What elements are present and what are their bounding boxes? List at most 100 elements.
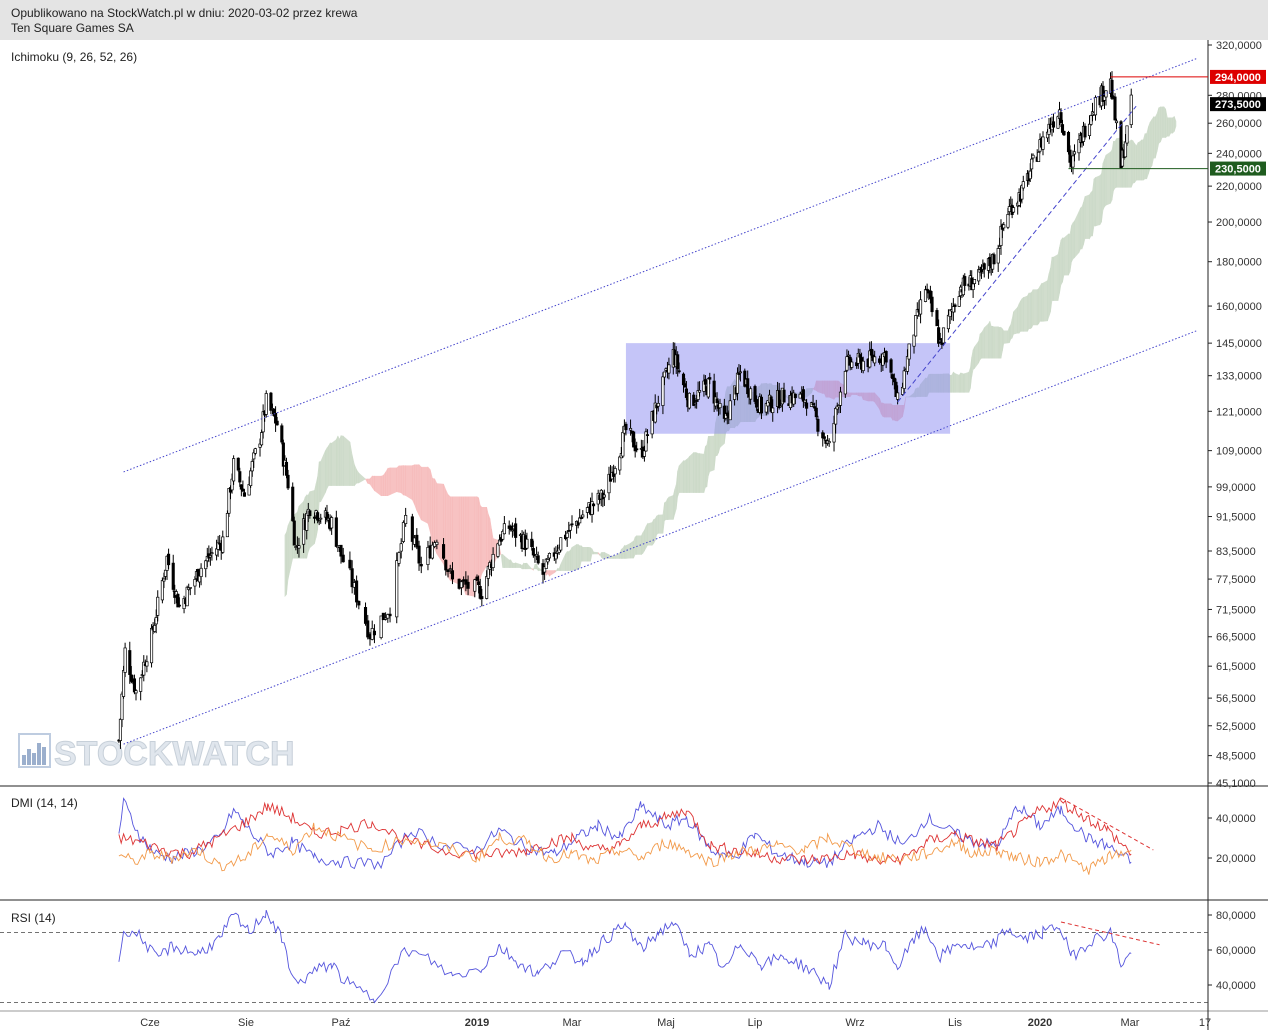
candle-body: [446, 569, 450, 572]
candle-body: [992, 254, 996, 265]
price-tick-label: 320,0000: [1216, 40, 1262, 52]
ichimoku-cloud-segment: [320, 450, 326, 502]
ichimoku-cloud-segment: [515, 562, 521, 568]
price-tick-label: 45,1000: [1216, 778, 1256, 790]
candle-body: [444, 559, 448, 571]
ichimoku-cloud-segment: [993, 326, 999, 359]
candle-body: [1011, 207, 1016, 213]
candle-body: [543, 566, 547, 573]
price-tick-label: 91,5000: [1216, 512, 1256, 524]
candle-body: [134, 690, 138, 694]
candle-body: [204, 560, 208, 570]
price-label-text: 294,0000: [1215, 72, 1261, 84]
candle-body: [684, 388, 688, 398]
candle-body: [951, 306, 955, 313]
watermark-logo-bar: [22, 755, 26, 765]
candle-body: [399, 543, 403, 552]
candle-body: [695, 400, 699, 402]
dmi-series-adx: [118, 822, 1132, 875]
candle-body: [635, 448, 639, 451]
candle-body: [946, 314, 950, 330]
ichimoku-cloud-segment: [1063, 233, 1069, 276]
candle-body: [693, 402, 697, 405]
candle-body: [435, 541, 439, 545]
dmi-indicator-label: DMI (14, 14): [11, 796, 78, 810]
candle-body: [466, 581, 470, 589]
header-bar: Opublikowano na StockWatch.pl w dniu: 20…: [0, 0, 1268, 40]
candle-body: [395, 560, 399, 618]
candle-body: [123, 647, 127, 673]
candle-body: [171, 562, 175, 590]
candle-body: [120, 693, 124, 721]
candle-body: [957, 296, 961, 307]
candle-body: [746, 378, 750, 395]
ichimoku-cloud-segment: [1105, 151, 1111, 206]
candle-body: [177, 604, 181, 607]
candle-body: [291, 486, 295, 522]
candle-body: [1037, 151, 1041, 163]
candle-body: [232, 458, 236, 482]
candle-body: [546, 559, 550, 563]
candle-body: [260, 432, 264, 446]
candle-body: [118, 718, 122, 741]
candle-body: [132, 678, 136, 693]
candle-body: [308, 510, 312, 517]
candle-body: [1129, 94, 1133, 126]
ichimoku-cloud-segment: [1003, 330, 1009, 344]
candle-body: [814, 407, 818, 418]
instrument-name: Ten Square Games SA: [11, 21, 134, 35]
ichimoku-cloud-segment: [1084, 194, 1090, 239]
ichimoku-cloud-segment: [427, 466, 431, 532]
candle-body: [858, 354, 862, 358]
candle-body: [1030, 158, 1034, 170]
candle-body: [963, 276, 967, 286]
candle-body: [661, 376, 665, 406]
candle-body: [676, 354, 680, 370]
candle-body: [415, 534, 419, 548]
price-tick-label: 180,0000: [1216, 257, 1262, 269]
price-label-text: 273,5000: [1215, 99, 1261, 111]
candle-body: [379, 615, 383, 639]
candle-body: [1087, 123, 1092, 136]
candle-body: [941, 327, 946, 344]
candle-body: [777, 390, 781, 409]
candle-body: [703, 379, 707, 385]
candle-body: [677, 370, 681, 373]
candle-body: [292, 520, 296, 546]
candle-body: [570, 523, 574, 526]
candle-body: [208, 555, 212, 558]
axes: 320,0000280,0000260,0000240,0000220,0000…: [140, 40, 1266, 1029]
candle-body: [728, 400, 732, 421]
chart-frame: [0, 40, 1268, 1030]
ichimoku-cloud-segment: [309, 489, 315, 549]
candle-body: [122, 670, 126, 697]
price-tick-label: 160,0000: [1216, 301, 1262, 313]
candle-body: [782, 389, 786, 403]
candle-body: [485, 576, 489, 599]
ichimoku-cloud-segment: [582, 547, 588, 562]
price-label-box: [1210, 97, 1266, 112]
ichimoku-cloud-segment: [504, 555, 510, 568]
candle-body: [185, 586, 189, 607]
price-tick-label: 99,0000: [1216, 482, 1256, 494]
candle-body: [912, 334, 916, 347]
candle-body: [339, 544, 343, 557]
ichimoku-cloud-segment: [983, 323, 989, 359]
candle-body: [919, 299, 923, 315]
candle-body: [759, 396, 764, 414]
candle-body: [706, 378, 710, 398]
candle-body: [269, 392, 273, 411]
ichimoku-cloud-segment: [625, 542, 631, 559]
candle-body: [188, 587, 192, 589]
rsi-series-line: [118, 909, 1132, 1004]
candle-body: [645, 434, 650, 436]
ichimoku-cloud-segment: [668, 495, 674, 520]
candle-body: [834, 408, 838, 425]
price-tick-label: 145,0000: [1216, 338, 1262, 350]
candle-body: [348, 559, 352, 569]
ichimoku-cloud-segment: [974, 340, 979, 370]
candle-body: [892, 377, 896, 383]
candle-body: [982, 263, 986, 270]
ichimoku-cloud-segment: [365, 478, 369, 484]
rsi-tick-label: 60,0000: [1216, 945, 1256, 957]
